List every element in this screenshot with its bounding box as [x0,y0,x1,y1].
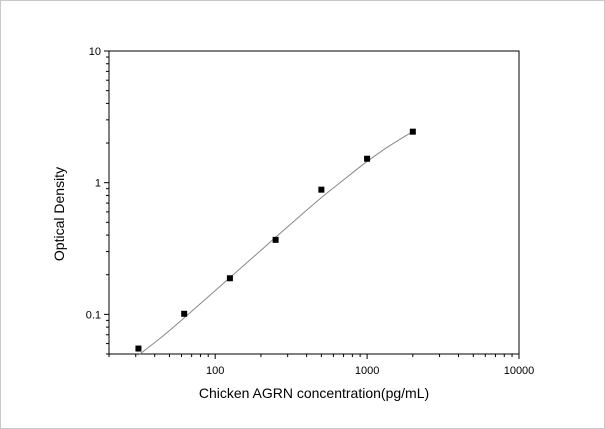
y-tick-label: 0.1 [86,309,101,321]
fit-curve-line [138,131,414,356]
x-axis-label: Chicken AGRN concentration(pg/mL) [199,385,429,401]
data-point [272,236,279,243]
data-point [226,275,233,282]
data-point [409,128,416,135]
fit-curve-group [138,131,414,356]
y-tick-label: 1 [95,178,101,190]
x-tick-label: 100 [206,365,224,377]
data-point [364,155,371,162]
data-point [135,345,142,352]
axes: 100 1000 10000 0.1 1 10 [86,46,535,377]
plot-area-border [108,50,520,355]
data-points-group [135,128,416,352]
data-point [318,186,325,193]
data-point [181,310,188,317]
x-tick-label: 10000 [504,365,535,377]
y-axis-label: Optical Density [51,167,67,261]
y-tick-label: 10 [89,46,101,58]
x-tick-label: 1000 [355,365,379,377]
